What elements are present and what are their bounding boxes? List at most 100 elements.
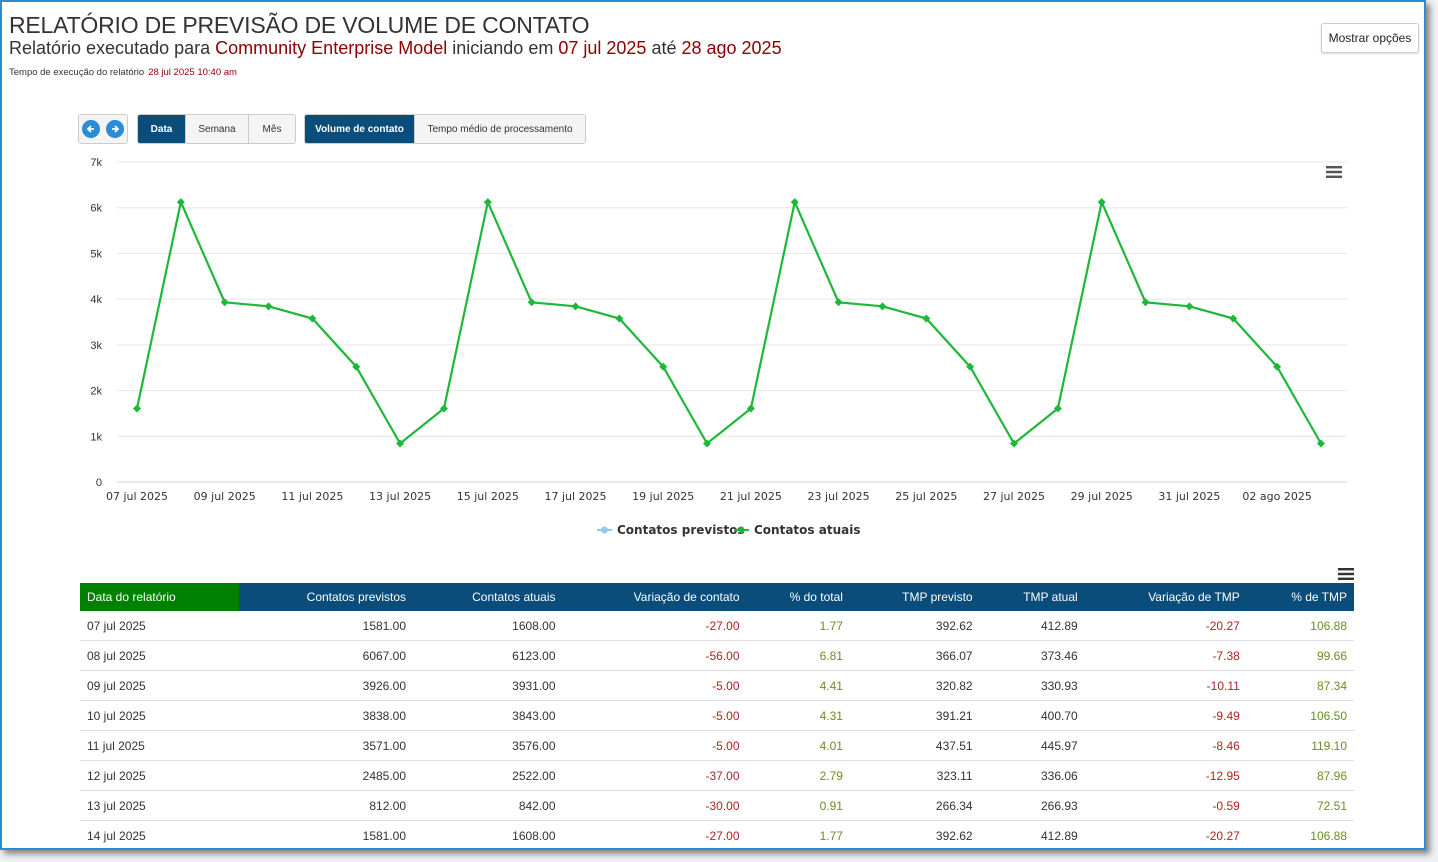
arrow-left-icon[interactable] [82, 120, 100, 138]
table-cell: -5.00 [562, 730, 747, 761]
arrow-right-icon[interactable] [106, 120, 124, 138]
execution-time: Tempo de execução do relatório 28 jul 202… [9, 67, 237, 78]
exec-time: 28 jul 2025 10:40 am [148, 67, 237, 78]
table-cell: 12 jul 2025 [80, 760, 239, 791]
data-point [659, 362, 668, 371]
data-point [790, 198, 799, 207]
data-point [352, 362, 361, 371]
table-cell: 412.89 [979, 611, 1085, 641]
table-row: 09 jul 2025 3926.00 3931.00 -5.00 4.41 320.82… [80, 670, 1354, 701]
table-cell: 2.79 [746, 760, 850, 791]
y-tick-label: 0 [96, 477, 102, 489]
granularity-month-button[interactable]: Mês [262, 123, 282, 135]
table-cell: 3576.00 [413, 730, 563, 761]
end-date: 28 ago 2025 [681, 38, 782, 58]
data-point [746, 404, 755, 413]
x-tick-label: 13 jul 2025 [369, 490, 431, 503]
x-tick-label: 19 jul 2025 [632, 490, 694, 503]
table-cell: 87.34 [1246, 670, 1354, 701]
col-aht-percent[interactable]: % de TMP [1246, 583, 1354, 611]
page-title: RELATÓRIO DE PREVISÃO DE VOLUME DE CONTA… [9, 12, 590, 38]
legend-label-forecast: Contatos previstos [617, 523, 745, 537]
data-point [483, 198, 492, 207]
data-point [308, 314, 317, 323]
table-row: 14 jul 2025 1581.00 1608.00 -27.00 1.77 392.6… [80, 820, 1354, 848]
x-tick-label: 29 jul 2025 [1071, 490, 1133, 503]
volume-line-chart: 0 1k 2k 3k 4k 5k 6k 7k 07 jul 2025 09 jul 2025 11 … [90, 157, 1347, 537]
col-contact-variance[interactable]: Variação de contato [562, 583, 747, 611]
table-row: 11 jul 2025 3571.00 3576.00 -5.00 4.01 437.51… [80, 730, 1354, 761]
report-window: RELATÓRIO DE PREVISÃO DE VOLUME DE CONTA… [0, 0, 1426, 850]
table-cell: -30.00 [562, 790, 747, 821]
col-actual-contacts[interactable]: Contatos atuais [413, 583, 563, 611]
col-percent-total[interactable]: % do total [746, 583, 850, 611]
subtitle-mid: iniciando em [452, 38, 554, 58]
col-aht-forecast[interactable]: TMP previsto [849, 583, 980, 611]
table-cell: 13 jul 2025 [80, 790, 239, 821]
data-point [133, 404, 141, 413]
table-header-row: Data do relatório Contatos previstos Con… [80, 583, 1354, 611]
x-tick-label: 21 jul 2025 [720, 490, 782, 503]
table-cell: -0.59 [1084, 790, 1247, 821]
x-tick-label: 02 ago 2025 [1242, 490, 1311, 503]
y-tick-label: 7k [90, 157, 102, 169]
x-tick-label: 31 jul 2025 [1158, 490, 1220, 503]
forecast-table: Data do relatório Contatos previstos Con… [80, 583, 1354, 848]
data-point [878, 302, 887, 311]
metric-volume-button[interactable]: Volume de contato [305, 115, 415, 143]
granularity-group: Data Semana Mês [137, 114, 296, 144]
x-tick-label: 09 jul 2025 [194, 490, 256, 503]
table-row: 07 jul 2025 1581.00 1608.00 -27.00 1.77 392.6… [80, 611, 1354, 641]
data-point [1185, 302, 1194, 311]
table-cell: -5.00 [562, 670, 747, 701]
data-point [703, 439, 712, 448]
y-tick-label: 1k [90, 431, 102, 443]
col-aht-actual[interactable]: TMP atual [979, 583, 1085, 611]
data-point [439, 404, 448, 413]
table-cell: 72.51 [1246, 790, 1354, 821]
table-cell: 14 jul 2025 [80, 820, 239, 848]
data-point [1229, 314, 1238, 323]
x-tick-label: 17 jul 2025 [544, 490, 606, 503]
x-tick-label: 15 jul 2025 [457, 490, 519, 503]
table-cell: -12.95 [1084, 760, 1247, 791]
metric-aht-button[interactable]: Tempo médio de processamento [427, 123, 573, 135]
table-cell: 4.41 [746, 670, 850, 701]
col-report-date[interactable]: Data do relatório [80, 583, 239, 611]
chart-menu-icon[interactable] [1326, 165, 1342, 184]
table-cell: 99.66 [1246, 640, 1354, 671]
show-options-button[interactable]: Mostrar opções [1321, 23, 1419, 53]
table-cell: 842.00 [413, 790, 563, 821]
data-point [834, 298, 843, 307]
x-tick-label: 25 jul 2025 [895, 490, 957, 503]
table-cell: 1581.00 [239, 820, 414, 848]
metric-group: Volume de contato Tempo médio de process… [304, 114, 586, 144]
table-cell: -20.27 [1084, 820, 1247, 848]
table-cell: -56.00 [562, 640, 747, 671]
table-cell: 106.88 [1246, 820, 1354, 848]
table-cell: 336.06 [979, 760, 1085, 791]
col-forecast-contacts[interactable]: Contatos previstos [239, 583, 414, 611]
col-aht-variance[interactable]: Variação de TMP [1084, 583, 1247, 611]
data-point [527, 298, 536, 307]
table-cell: 437.51 [849, 730, 980, 761]
table-cell: 4.31 [746, 700, 850, 731]
data-point [615, 314, 624, 323]
granularity-date-button[interactable]: Data [138, 115, 186, 143]
legend-label-actual: Contatos atuais [754, 523, 860, 537]
granularity-week-button[interactable]: Semana [186, 115, 249, 143]
table-menu-icon[interactable] [1338, 567, 1354, 586]
table-cell: 6067.00 [239, 640, 414, 671]
data-point [571, 302, 580, 311]
table-cell: 392.62 [849, 611, 980, 641]
table-cell: 392.62 [849, 820, 980, 848]
model-name: Community Enterprise Model [215, 38, 448, 58]
start-date: 07 jul 2025 [558, 38, 647, 58]
table-row: 10 jul 2025 3838.00 3843.00 -5.00 4.31 391.21… [80, 700, 1354, 731]
x-tick-label: 07 jul 2025 [106, 490, 168, 503]
data-point [1141, 298, 1150, 307]
exec-label: Tempo de execução do relatório [9, 67, 145, 78]
table-cell: 1.77 [746, 820, 850, 848]
legend-marker-forecast [601, 526, 608, 534]
table-cell: 2485.00 [239, 760, 414, 791]
